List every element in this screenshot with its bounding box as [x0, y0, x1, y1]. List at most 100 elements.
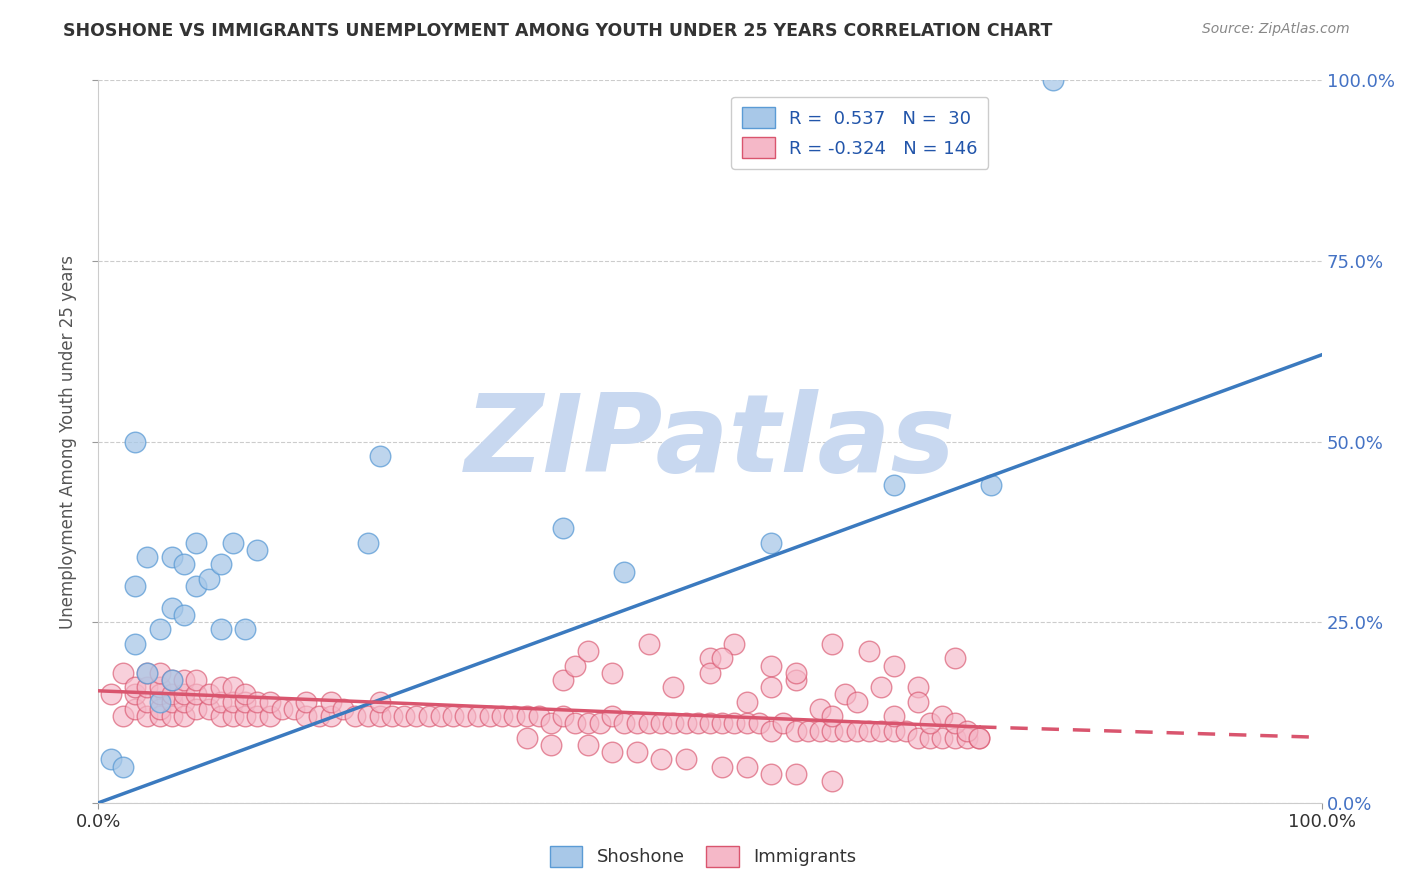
Point: [699, 665, 721, 680]
Point: [197, 702, 219, 716]
Point: [392, 709, 416, 723]
Point: [186, 673, 208, 687]
Point: [246, 542, 269, 557]
Point: [319, 695, 342, 709]
Point: [491, 709, 513, 723]
Point: [124, 702, 146, 716]
Point: [637, 637, 661, 651]
Point: [503, 709, 526, 723]
Point: [553, 709, 575, 723]
Point: [160, 709, 183, 723]
Point: [233, 695, 256, 709]
Point: [295, 695, 318, 709]
Point: [723, 637, 745, 651]
Point: [626, 745, 648, 759]
Point: [785, 723, 807, 738]
Point: [576, 644, 599, 658]
Point: [381, 709, 404, 723]
Point: [821, 723, 844, 738]
Point: [209, 680, 232, 694]
Point: [197, 572, 219, 586]
Point: [943, 731, 966, 745]
Point: [136, 695, 159, 709]
Point: [418, 709, 440, 723]
Point: [441, 709, 464, 723]
Point: [173, 607, 195, 622]
Point: [662, 716, 685, 731]
Point: [761, 767, 783, 781]
Y-axis label: Unemployment Among Youth under 25 years: Unemployment Among Youth under 25 years: [59, 254, 77, 629]
Point: [675, 752, 697, 766]
Legend: R =  0.537   N =  30, R = -0.324   N = 146: R = 0.537 N = 30, R = -0.324 N = 146: [731, 96, 988, 169]
Point: [943, 716, 966, 731]
Point: [711, 651, 734, 665]
Point: [319, 709, 342, 723]
Point: [222, 695, 245, 709]
Point: [368, 449, 391, 463]
Point: [209, 709, 232, 723]
Point: [124, 434, 146, 449]
Point: [1042, 73, 1064, 87]
Point: [613, 565, 636, 579]
Point: [356, 535, 378, 549]
Point: [149, 695, 172, 709]
Point: [283, 702, 305, 716]
Point: [308, 709, 330, 723]
Point: [576, 716, 599, 731]
Point: [834, 723, 856, 738]
Point: [894, 723, 917, 738]
Point: [821, 709, 844, 723]
Point: [100, 687, 122, 701]
Point: [662, 680, 685, 694]
Point: [956, 731, 979, 745]
Point: [160, 695, 183, 709]
Point: [197, 687, 219, 701]
Point: [576, 738, 599, 752]
Point: [430, 709, 453, 723]
Point: [675, 716, 697, 731]
Point: [553, 673, 575, 687]
Point: [173, 687, 195, 701]
Point: [540, 738, 562, 752]
Point: [259, 709, 281, 723]
Point: [173, 673, 195, 687]
Point: [637, 716, 661, 731]
Point: [785, 767, 807, 781]
Point: [931, 709, 953, 723]
Point: [160, 600, 183, 615]
Point: [858, 644, 880, 658]
Point: [650, 752, 672, 766]
Point: [149, 665, 172, 680]
Point: [600, 665, 623, 680]
Point: [711, 760, 734, 774]
Point: [149, 687, 172, 701]
Point: [761, 658, 783, 673]
Point: [931, 731, 953, 745]
Point: [735, 716, 758, 731]
Point: [748, 716, 770, 731]
Point: [233, 687, 256, 701]
Point: [686, 716, 709, 731]
Point: [956, 723, 979, 738]
Point: [136, 709, 159, 723]
Point: [735, 695, 758, 709]
Point: [870, 723, 893, 738]
Point: [222, 709, 245, 723]
Point: [870, 680, 893, 694]
Point: [515, 731, 537, 745]
Point: [111, 709, 134, 723]
Point: [295, 709, 318, 723]
Point: [761, 535, 783, 549]
Point: [907, 731, 929, 745]
Point: [149, 680, 172, 694]
Point: [186, 687, 208, 701]
Point: [111, 665, 134, 680]
Point: [209, 623, 232, 637]
Point: [149, 709, 172, 723]
Point: [149, 623, 172, 637]
Point: [564, 716, 586, 731]
Point: [735, 760, 758, 774]
Point: [564, 658, 586, 673]
Point: [136, 550, 159, 565]
Point: [907, 695, 929, 709]
